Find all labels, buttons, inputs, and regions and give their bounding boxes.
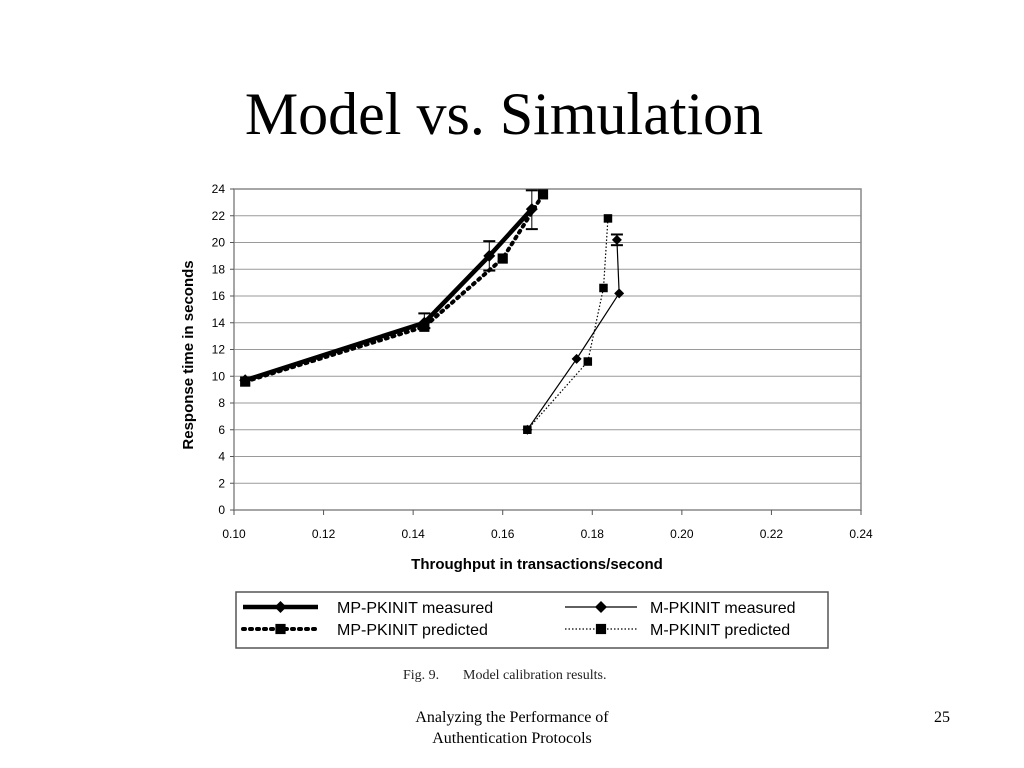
x-tick-label: 0.24	[849, 527, 873, 541]
y-tick-label: 2	[218, 476, 225, 490]
legend-label-mp-pkinit-measured: MP-PKINIT measured	[337, 600, 493, 617]
y-tick-label: 20	[212, 236, 226, 250]
m-pkinit-measured-point	[614, 288, 625, 299]
legend-marker-m-pkinit-predicted	[595, 623, 607, 635]
y-tick-label: 24	[212, 182, 226, 196]
y-tick-label: 14	[212, 316, 226, 330]
y-tick-label: 8	[218, 396, 225, 410]
mp-pkinit-predicted-line	[243, 192, 546, 384]
footer-line-2: Authentication Protocols	[432, 730, 592, 747]
m-pkinit-measured-point	[571, 353, 582, 364]
mp-pkinit-predicted-point	[419, 321, 430, 332]
legend-box	[235, 591, 829, 649]
x-tick-label: 0.14	[401, 527, 425, 541]
legend-label-m-pkinit-predicted: M-PKINIT predicted	[650, 622, 790, 639]
y-axis-title: Response time in seconds	[180, 260, 197, 449]
y-tick-label: 6	[218, 423, 225, 437]
x-tick-label: 0.10	[222, 527, 246, 541]
legend-label-mp-pkinit-predicted: MP-PKINIT predicted	[337, 622, 488, 639]
m-pkinit-measured-series	[522, 233, 625, 435]
m-pkinit-predicted-point	[583, 357, 593, 366]
y-tick-label: 16	[212, 289, 226, 303]
mp-pkinit-measured-line	[244, 207, 534, 383]
caption-text: Model calibration results.	[463, 668, 606, 683]
m-pkinit-predicted-point	[603, 214, 613, 223]
x-tick-label: 0.20	[670, 527, 694, 541]
mp-pkinit-predicted-series	[240, 189, 549, 387]
legend-label-m-pkinit-measured: M-PKINIT measured	[650, 600, 796, 617]
grid-layer	[234, 188, 861, 511]
legend-marker-mp-pkinit-predicted	[275, 623, 286, 635]
mp-pkinit-measured-series	[239, 189, 538, 387]
y-tick-label: 12	[212, 343, 226, 357]
m-pkinit-predicted-line	[526, 218, 609, 431]
x-tick-label: 0.12	[312, 527, 336, 541]
y-tick-label: 22	[212, 209, 226, 223]
m-pkinit-predicted-point	[599, 283, 608, 293]
m-pkinit-predicted-series	[523, 214, 613, 434]
mp-pkinit-predicted-point	[537, 189, 549, 200]
legend-marker-m-pkinit-measured	[595, 601, 607, 613]
m-pkinit-predicted-point	[523, 425, 532, 434]
slide-footer: Analyzing the Performance of Authenticat…	[372, 707, 652, 749]
legend: MP-PKINIT measured MP-PKINIT predicted M-P…	[235, 591, 829, 649]
legend-marker-mp-pkinit-measured	[274, 601, 287, 613]
y-tick-label: 18	[212, 262, 226, 276]
footer-line-1: Analyzing the Performance of	[415, 709, 609, 726]
y-tick-label: 0	[218, 503, 225, 517]
mp-pkinit-measured-point	[483, 249, 496, 262]
mp-pkinit-predicted-point	[240, 376, 251, 387]
slide-title: Model vs. Simulation	[244, 81, 764, 147]
y-tick-label: 10	[212, 369, 226, 383]
page-number: 25	[934, 709, 950, 726]
series-layer	[239, 189, 625, 435]
x-tick-label: 0.18	[581, 527, 605, 541]
m-pkinit-measured-point	[611, 234, 622, 245]
y-tick-label: 4	[218, 450, 225, 464]
x-tick-label: 0.16	[491, 527, 515, 541]
x-axis-title: Throughput in transactions/second	[411, 556, 663, 573]
caption-fig-label: Fig. 9.	[403, 668, 439, 683]
x-tick-label: 0.22	[760, 527, 784, 541]
m-pkinit-measured-line	[526, 239, 620, 431]
mp-pkinit-predicted-point	[497, 253, 508, 264]
